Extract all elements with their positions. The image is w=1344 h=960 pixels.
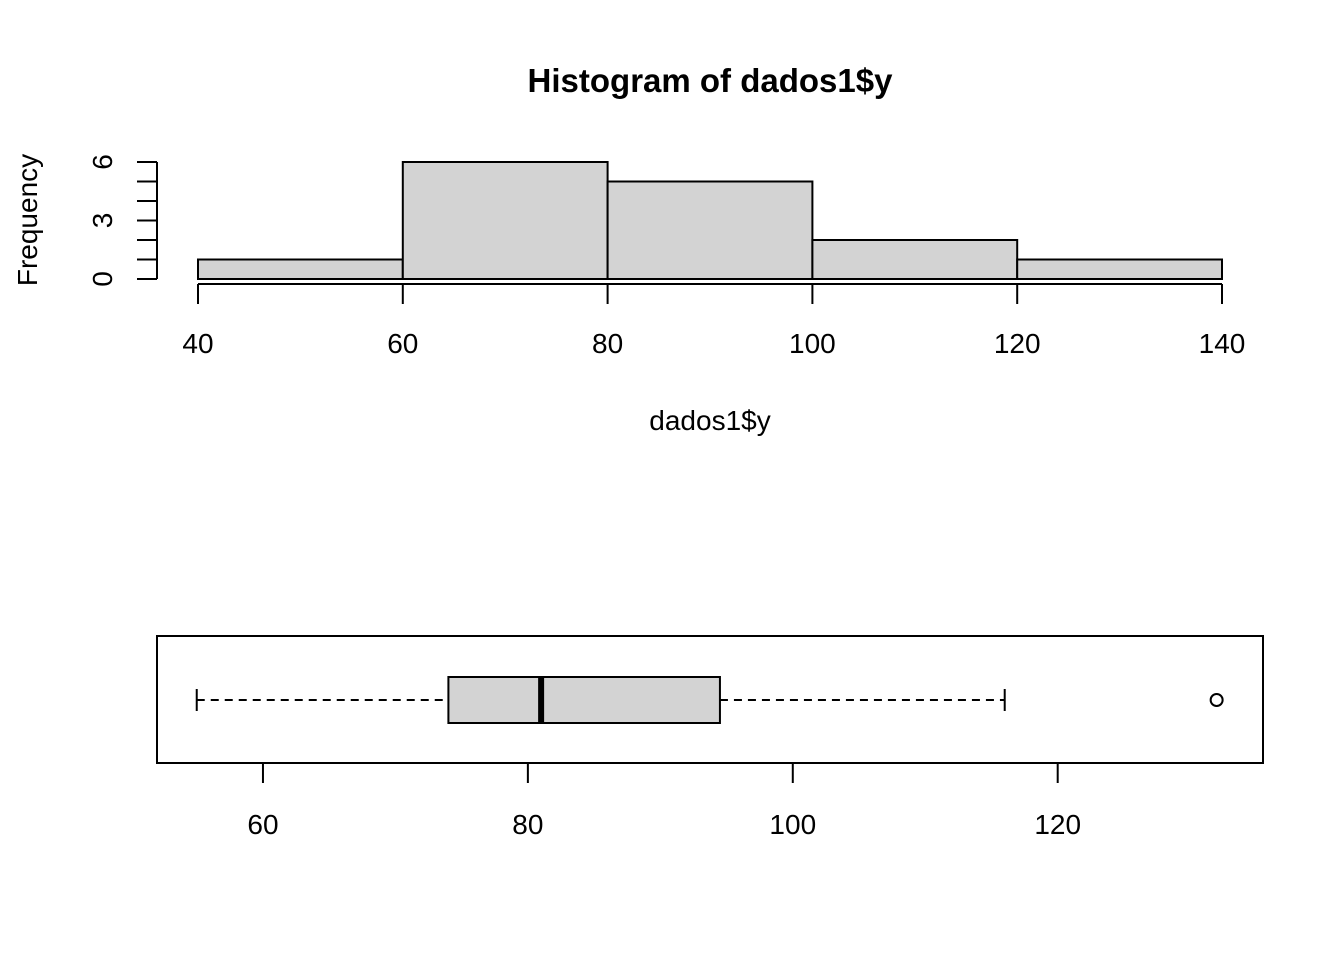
boxplot-x-tick-label: 120 — [1034, 809, 1081, 840]
histogram-y-axis-label: Frequency — [12, 154, 43, 286]
histogram-x-tick-label: 100 — [789, 328, 836, 359]
histogram-x-tick-label: 140 — [1199, 328, 1246, 359]
histogram-title: Histogram of dados1$y — [528, 62, 894, 99]
boxplot-x-axis: 60 80 100 120 — [247, 762, 1081, 840]
histogram-bars — [197, 161, 1224, 280]
histogram-bar — [197, 258, 404, 280]
histogram-x-tick-label: 80 — [592, 328, 623, 359]
histogram-x-axis-label: dados1$y — [649, 405, 770, 436]
histogram-y-axis: 0 3 6 — [87, 154, 158, 287]
histogram-y-tick-label: 3 — [87, 213, 118, 229]
boxplot-outlier — [1209, 693, 1224, 707]
histogram-y-tick-label: 0 — [87, 271, 118, 287]
histogram-x-axis: 40 60 80 100 120 140 — [182, 283, 1246, 359]
histogram-x-tick-label: 120 — [994, 328, 1041, 359]
histogram-bar — [606, 180, 814, 280]
histogram-x-tick-label: 40 — [182, 328, 213, 359]
histogram-bar — [1016, 258, 1224, 280]
histogram-bar — [401, 161, 609, 280]
histogram-y-tick-label: 6 — [87, 154, 118, 170]
boxplot-panel: 60 80 100 120 — [156, 635, 1264, 840]
histogram-x-tick-label: 60 — [387, 328, 418, 359]
boxplot-x-tick-label: 80 — [512, 809, 543, 840]
boxplot-x-tick-label: 100 — [769, 809, 816, 840]
histogram-panel: Histogram of dados1$y Frequency dados1$y… — [12, 62, 1245, 436]
boxplot-marks — [195, 676, 1224, 724]
boxplot-x-tick-label: 60 — [247, 809, 278, 840]
histogram-bar — [811, 239, 1019, 280]
boxplot-box — [447, 676, 721, 724]
